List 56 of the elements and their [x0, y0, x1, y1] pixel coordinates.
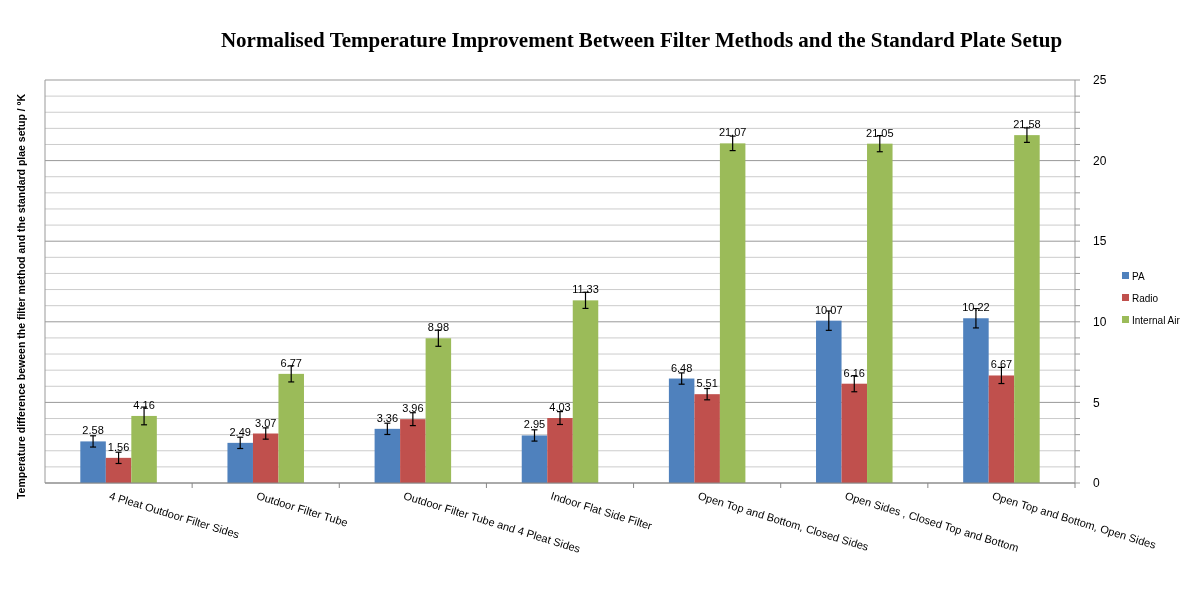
bar: [1014, 135, 1040, 483]
data-label: 3.36: [376, 411, 399, 424]
bar: [227, 442, 253, 483]
y-tick-label: 25: [1093, 73, 1107, 88]
bar: [521, 435, 548, 483]
x-tick-label: Outdoor Filter Tube: [255, 489, 350, 529]
legend-label: Internal Air: [1132, 314, 1181, 326]
data-label: 6.67: [990, 358, 1013, 371]
data-label: 1.56: [107, 440, 130, 453]
bar: [278, 373, 304, 483]
bar: [105, 457, 132, 483]
data-label: 11.33: [572, 283, 599, 296]
y-tick-label: 5: [1093, 395, 1100, 410]
bar: [988, 375, 1015, 483]
data-label: 8.98: [427, 321, 450, 334]
bar: [719, 143, 746, 483]
y-axis-title: Temperature difference beween the filter method and the standard plae setup / ºK: [15, 93, 27, 500]
y-tick-label: 15: [1093, 234, 1107, 249]
bar: [572, 300, 599, 483]
data-label: 3.07: [255, 416, 277, 429]
data-label: 21.58: [1013, 118, 1041, 131]
chart-title: Normalised Temperature Improvement Between Filter Methods and the Standard Plate Setup: [220, 28, 1063, 52]
bar: [816, 320, 842, 483]
bar: [547, 418, 573, 483]
data-label: 2.58: [82, 424, 104, 437]
y-tick-label: 20: [1093, 153, 1107, 168]
bar: [425, 338, 452, 483]
bar: [841, 383, 868, 483]
bar: [131, 415, 157, 483]
data-label: 21.05: [866, 126, 894, 139]
legend-label: PA: [1132, 270, 1145, 282]
legend-label: Radio: [1132, 292, 1159, 304]
bar: [963, 318, 989, 483]
data-label: 4.03: [549, 401, 571, 414]
y-tick-label: 10: [1093, 315, 1107, 329]
data-label: 21.07: [718, 126, 747, 139]
bar: [867, 143, 893, 483]
bar: [80, 441, 106, 483]
x-tick-label: Indoor Flat Side Filter: [549, 489, 654, 532]
data-label: 6.16: [843, 366, 865, 379]
bar: [694, 394, 720, 483]
data-label: 4.16: [133, 398, 155, 411]
data-label: 6.48: [670, 361, 693, 374]
bar: [252, 433, 279, 483]
bar: [374, 428, 401, 483]
data-label: 2.95: [523, 418, 546, 431]
data-label: 2.49: [229, 425, 251, 438]
bar: [400, 419, 426, 483]
x-tick-label: 4 Pleat Outdoor Filter Sides: [107, 489, 242, 541]
y-tick-label: 0: [1093, 476, 1100, 491]
data-label: 6.77: [280, 356, 302, 369]
data-label: 10.22: [962, 301, 990, 314]
bar: [668, 378, 695, 483]
data-label: 10.07: [815, 303, 843, 316]
data-label: 3.96: [402, 402, 424, 415]
data-label: 5.51: [696, 377, 718, 390]
